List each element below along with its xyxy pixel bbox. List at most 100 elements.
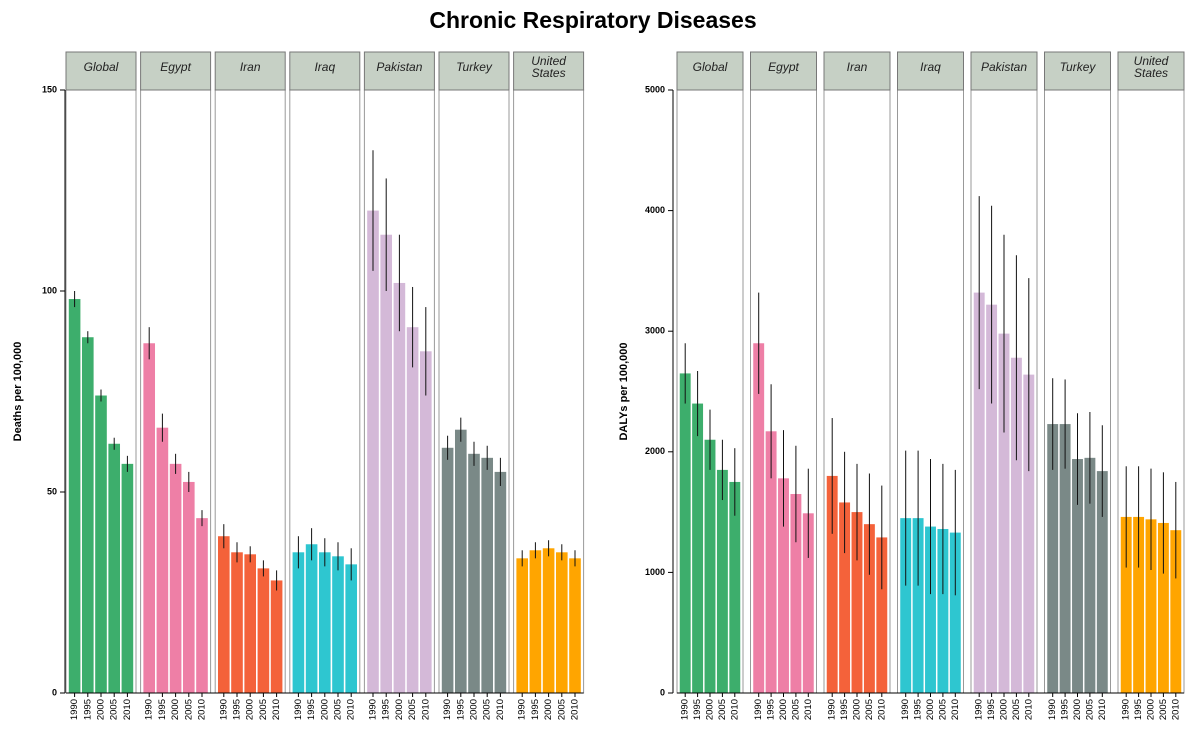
bar <box>1170 530 1182 693</box>
facet-strip <box>970 51 1038 91</box>
x-tick-label: 2010 <box>1023 699 1034 720</box>
bar <box>937 528 949 693</box>
x-tick-label: 1990 <box>293 699 304 720</box>
bar <box>367 210 379 693</box>
bar <box>802 513 814 693</box>
x-tick-label: 2005 <box>556 699 567 720</box>
x-tick-label: 2005 <box>790 699 801 720</box>
x-tick-label: 2000 <box>469 699 480 720</box>
bar <box>1157 522 1169 693</box>
x-tick-label: 2000 <box>96 699 107 720</box>
x-tick-label: 1990 <box>974 699 985 720</box>
x-tick-label: 1995 <box>381 699 392 720</box>
bar <box>1059 424 1071 693</box>
bar <box>729 481 741 693</box>
x-tick-label: 2000 <box>170 699 181 720</box>
facet-strip <box>214 51 286 91</box>
bar <box>217 536 230 693</box>
x-tick-label: 2005 <box>937 699 948 720</box>
x-tick-label: 2005 <box>482 699 493 720</box>
bar <box>305 544 318 693</box>
bar <box>555 552 568 693</box>
bar <box>1072 459 1083 693</box>
x-tick-label: 1995 <box>82 699 93 720</box>
bar <box>778 478 789 693</box>
bar <box>1010 357 1022 693</box>
bar <box>753 343 765 693</box>
x-tick-label: 2000 <box>705 699 716 720</box>
facet-strip-label: Pakistan <box>376 60 423 74</box>
bar <box>270 580 283 693</box>
bar <box>441 447 454 693</box>
y-tick-label: 100 <box>42 285 57 295</box>
x-tick-label: 1990 <box>517 699 528 720</box>
x-tick-label: 1990 <box>69 699 80 720</box>
x-tick-label: 2005 <box>183 699 194 720</box>
bar <box>169 463 182 693</box>
facet-strip <box>1044 51 1111 91</box>
figure-title: Chronic Respiratory Diseases <box>429 7 756 33</box>
y-tick-label: 4000 <box>645 205 665 215</box>
x-tick-label: 2010 <box>803 699 814 720</box>
bar <box>345 564 358 693</box>
x-tick-label: 2000 <box>778 699 789 720</box>
bar <box>196 518 208 693</box>
facet-strip-label: Turkey <box>456 61 492 73</box>
bar <box>332 556 344 693</box>
facet-name: Global <box>692 60 728 74</box>
bar <box>244 554 257 693</box>
facet-strip <box>363 51 435 91</box>
bar <box>679 373 691 693</box>
y-tick-label: 50 <box>47 486 57 496</box>
bar <box>143 343 156 693</box>
y-tick-label: 1000 <box>645 567 665 577</box>
bar <box>1084 457 1096 693</box>
facet-strip <box>1117 51 1185 91</box>
bar <box>1120 516 1132 693</box>
x-tick-label: 2005 <box>717 699 728 720</box>
x-tick-label: 2000 <box>245 699 256 720</box>
facet-name: Pakistan <box>376 60 423 74</box>
x-tick-label: 2010 <box>1097 699 1108 720</box>
y-tick-label: 0 <box>660 687 665 697</box>
facet-strip-label: Turkey <box>1060 61 1096 73</box>
facet-name: Egypt <box>768 60 799 74</box>
x-tick-label: 2005 <box>407 699 418 720</box>
bar <box>1047 424 1059 693</box>
bar <box>292 552 305 693</box>
y-tick-label: 0 <box>52 687 57 697</box>
x-tick-label: 1990 <box>680 699 691 720</box>
x-tick-label: 1990 <box>827 699 838 720</box>
x-tick-label: 1995 <box>157 699 168 720</box>
bar <box>839 502 851 693</box>
y-axis-label: Deaths per 100,000 <box>12 342 24 442</box>
x-tick-label: 2010 <box>197 699 208 720</box>
bar <box>925 526 936 693</box>
bar <box>257 568 270 693</box>
x-tick-label: 2005 <box>1011 699 1022 720</box>
y-tick-label: 150 <box>42 84 57 94</box>
facet-strip-label: United States <box>531 54 566 80</box>
bar <box>419 351 432 693</box>
facet-strip-label: Iran <box>847 61 868 73</box>
bar <box>912 518 924 693</box>
facet-name: Iraq <box>920 60 941 74</box>
y-axis-label: DALYs per 100,000 <box>618 342 630 440</box>
bar <box>998 333 1010 693</box>
x-tick-label: 2005 <box>109 699 120 720</box>
x-tick-label: 1990 <box>144 699 155 720</box>
y-tick-label: 3000 <box>645 326 665 336</box>
x-tick-label: 1990 <box>1047 699 1058 720</box>
bar <box>494 471 507 693</box>
bar <box>1096 471 1108 693</box>
x-tick-label: 2005 <box>864 699 875 720</box>
x-tick-label: 2000 <box>1072 699 1083 720</box>
facet-strip-label: Iraq <box>314 60 336 74</box>
x-tick-label: 1990 <box>442 699 453 720</box>
x-tick-label: 1995 <box>839 699 850 720</box>
x-tick-label: 2010 <box>950 699 961 720</box>
facet-name: United States <box>531 54 566 80</box>
x-tick-label: 1995 <box>455 699 466 720</box>
facet-name: Iraq <box>314 60 336 74</box>
facet-strip-label: Global <box>692 60 728 74</box>
